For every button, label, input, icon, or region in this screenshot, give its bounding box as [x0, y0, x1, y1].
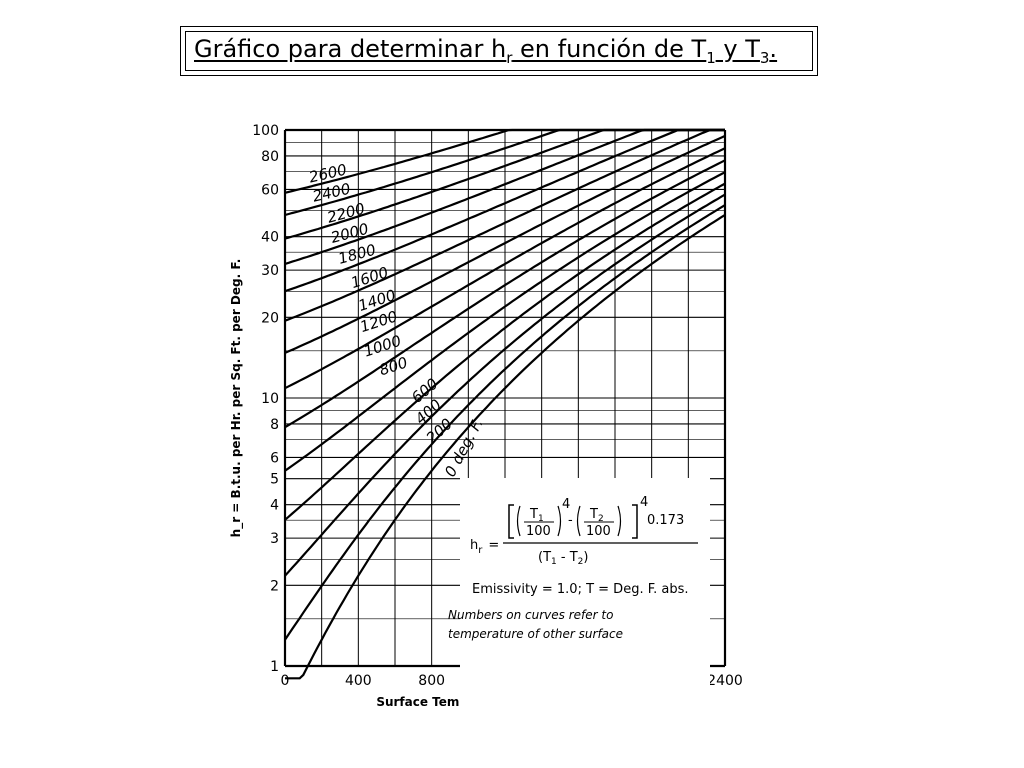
y-tick-label: 30	[261, 263, 279, 279]
chart-curve-labels: 0 deg. F.2004006008001000120014001600180…	[307, 160, 487, 479]
y-tick-label: 3	[270, 531, 279, 547]
y-tick-label: 8	[270, 417, 279, 433]
formula-t1: T	[529, 507, 538, 522]
curves-note-line1: Numbers on curves refer to	[448, 608, 613, 622]
formula-lhs: h	[470, 538, 478, 553]
formula-exp-a: 4	[562, 497, 570, 512]
y-tick-label: 60	[261, 182, 279, 198]
formula-100-a: 100	[526, 524, 551, 539]
curve-1200	[284, 147, 726, 390]
y-tick-label: 100	[252, 123, 279, 139]
curve-1400	[284, 134, 726, 354]
formula-100-b: 100	[586, 524, 611, 539]
formula-lhs-sub: r	[478, 545, 483, 556]
formula-t1-sub: 1	[538, 514, 544, 524]
formula-t2-sub: 2	[598, 514, 604, 524]
svg-text:T2: T2	[589, 507, 604, 524]
formula-minus: -	[568, 513, 573, 528]
y-tick-label: 5	[270, 472, 279, 488]
curve-1600	[284, 128, 725, 322]
y-tick-label: 10	[261, 391, 279, 407]
formula-factor: 0.173	[647, 513, 684, 528]
formula-den-minus: - T	[557, 550, 578, 565]
x-tick-label: 0	[281, 673, 290, 689]
curve-label: 800	[377, 353, 410, 379]
radiation-coefficient-chart: 1234568102030406080100040080012001600200…	[229, 123, 743, 713]
curve-600	[284, 182, 726, 521]
y-tick-label: 4	[270, 498, 279, 514]
formula-t2: T	[589, 507, 598, 522]
formula-den-sub2: 2	[578, 557, 584, 567]
svg-text:(T1 - T2): (T1 - T2)	[538, 550, 588, 567]
formula-exp-b: 4	[640, 495, 648, 510]
curve-800	[284, 171, 726, 472]
x-tick-label: 800	[418, 673, 445, 689]
emissivity-note: Emissivity = 1.0; T = Deg. F. abs.	[472, 582, 689, 597]
y-tick-label: 1	[270, 659, 279, 675]
curve-400	[284, 193, 726, 577]
y-axis-title: h_r = B.t.u. per Hr. per Sq. Ft. per Deg…	[229, 259, 244, 538]
y-tick-label: 6	[270, 450, 279, 466]
x-tick-label: 2400	[707, 673, 743, 689]
curve-1800	[284, 128, 725, 293]
formula-den-open: (	[538, 550, 543, 565]
y-tick-label: 2	[270, 578, 279, 594]
curve-0-deg-F-	[285, 214, 726, 680]
formula-den-t1: T	[542, 550, 551, 565]
y-tick-label: 80	[261, 149, 279, 165]
curve-200	[284, 204, 726, 641]
chart-curves	[284, 128, 726, 680]
formula-box: hr = T1 100 4 - T2 100 4 0.173 (T1 - T2) …	[448, 478, 710, 713]
slide-title: Gráfico para determinar hr en función de…	[185, 31, 813, 71]
formula-den-close: )	[583, 550, 588, 565]
curves-note-line2: temperature of other surface	[448, 627, 623, 641]
x-tick-label: 400	[345, 673, 372, 689]
svg-text:hr=: hr =	[470, 538, 499, 556]
title-box: Gráfico para determinar hr en función de…	[180, 26, 818, 76]
curve-1000	[284, 159, 726, 429]
formula-den-sub1: 1	[551, 557, 557, 567]
svg-text:T1: T1	[529, 507, 544, 524]
curve-2600	[284, 128, 725, 194]
formula-eq: =	[488, 538, 499, 553]
y-tick-label: 40	[261, 230, 279, 246]
y-tick-label: 20	[261, 310, 279, 326]
